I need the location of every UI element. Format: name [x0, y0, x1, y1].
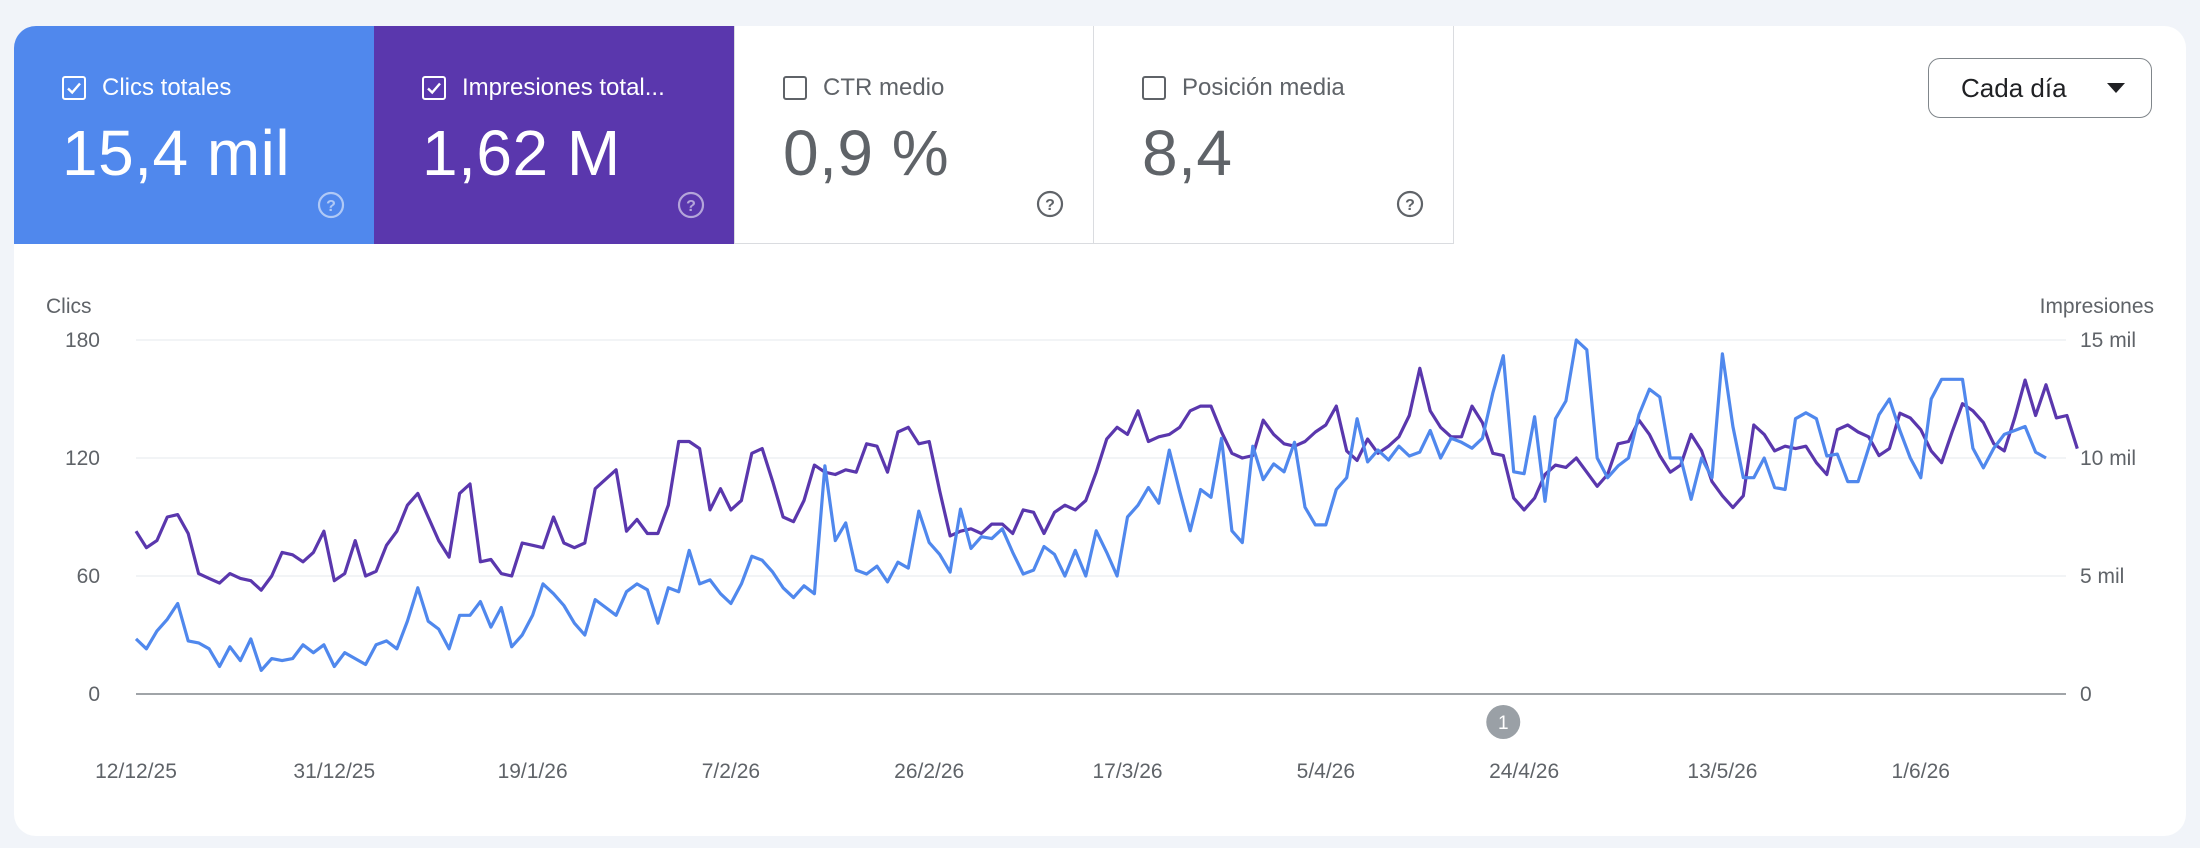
granularity-label: Cada día	[1961, 73, 2067, 103]
annotation-marker	[1486, 705, 1521, 739]
metric-tile-ctr[interactable]: CTR medio 0,9 % ?	[734, 26, 1094, 244]
metric-tile-position[interactable]: Posición media 8,4 ?	[1094, 26, 1454, 244]
performance-card: Clics totales 15,4 mil ? Impresiones tot…	[14, 26, 2186, 836]
impressions-series-line	[134, 366, 2079, 592]
metric-value: 0,9 %	[783, 117, 950, 189]
x-tick-label: 17/3/26	[1092, 760, 1162, 783]
metric-tile-clicks[interactable]: Clics totales 15,4 mil ?	[14, 26, 374, 244]
metric-value: 8,4	[1142, 117, 1233, 189]
left-axis-title: Clics	[46, 295, 92, 318]
svg-text:?: ?	[326, 198, 336, 215]
left-tick-label: 120	[65, 447, 100, 470]
left-tick-label: 0	[88, 683, 100, 706]
checkbox-unchecked-icon[interactable]	[783, 76, 807, 100]
x-tick-label: 7/2/26	[702, 760, 760, 783]
help-icon[interactable]: ?	[676, 190, 706, 220]
x-tick-label: 31/12/25	[293, 760, 375, 783]
checkbox-unchecked-icon[interactable]	[1142, 76, 1166, 100]
x-tick-label: 5/4/26	[1297, 760, 1355, 783]
annotation-label: 1	[1498, 713, 1509, 734]
help-icon[interactable]: ?	[1395, 189, 1425, 219]
left-tick-label: 60	[77, 565, 100, 588]
right-tick-label: 10 mil	[2080, 447, 2136, 470]
metric-tile-impressions[interactable]: Impresiones total... 1,62 M ?	[374, 26, 734, 244]
svg-text:?: ?	[686, 198, 696, 215]
right-tick-label: 15 mil	[2080, 329, 2136, 352]
x-tick-label: 12/12/25	[95, 760, 177, 783]
x-tick-label: 19/1/26	[498, 760, 568, 783]
performance-chart: Clics Impresiones 180 120 60 0 15 mil 10 mil 5 m…	[46, 295, 2154, 783]
right-tick-label: 5 mil	[2080, 565, 2124, 588]
metric-value: 1,62 M	[422, 117, 621, 189]
x-tick-label: 1/6/26	[1892, 760, 1950, 783]
clicks-series-line	[134, 338, 2047, 672]
checkbox-checked-icon[interactable]	[422, 76, 446, 100]
metric-tiles: Clics totales 15,4 mil ? Impresiones tot…	[14, 26, 1454, 244]
help-icon[interactable]: ?	[316, 190, 346, 220]
x-tick-label: 13/5/26	[1687, 760, 1757, 783]
svg-text:?: ?	[1405, 197, 1415, 214]
checkbox-checked-icon[interactable]	[62, 76, 86, 100]
x-tick-label: 26/2/26	[894, 760, 964, 783]
left-tick-label: 180	[65, 329, 100, 352]
right-tick-label: 0	[2080, 683, 2092, 706]
x-tick-label: 24/4/26	[1489, 760, 1559, 783]
granularity-dropdown[interactable]: Cada día	[1928, 58, 2152, 118]
metric-value: 15,4 mil	[62, 117, 291, 189]
help-icon[interactable]: ?	[1035, 189, 1065, 219]
svg-text:?: ?	[1045, 197, 1055, 214]
caret-down-icon	[2107, 83, 2125, 93]
right-axis-title: Impresiones	[2040, 295, 2154, 318]
